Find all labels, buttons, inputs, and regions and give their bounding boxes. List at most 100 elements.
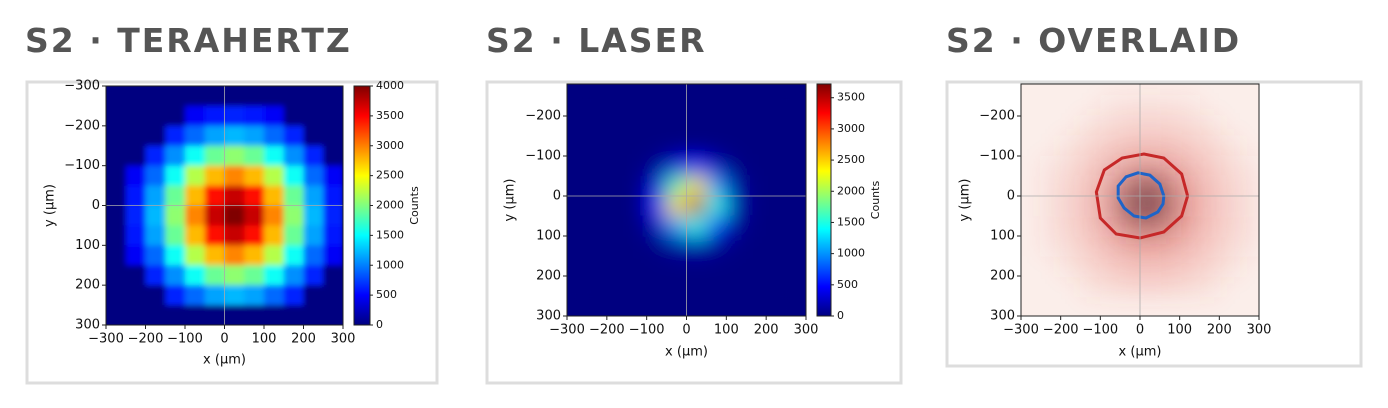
heatmap-cell bbox=[244, 265, 265, 286]
heatmap-cell bbox=[706, 96, 727, 117]
heatmap-cell bbox=[204, 305, 225, 325]
heatmap-cell bbox=[1100, 236, 1121, 257]
colorbar-tick-label: 1500 bbox=[376, 228, 404, 241]
heatmap-cell bbox=[786, 256, 806, 277]
heatmap-cell bbox=[646, 156, 668, 177]
heatmap-cell bbox=[1239, 236, 1259, 257]
heatmap-cell bbox=[606, 296, 628, 316]
heatmap-cell bbox=[586, 256, 608, 277]
heatmap-cell bbox=[1021, 176, 1041, 197]
heatmap-cell bbox=[106, 185, 127, 206]
heatmap-cell bbox=[586, 156, 608, 177]
heatmap-cell bbox=[283, 105, 304, 127]
heatmap-cell bbox=[1120, 136, 1141, 157]
heatmap-cell bbox=[1199, 156, 1220, 177]
heatmap-cell bbox=[125, 185, 146, 206]
heatmap-cell bbox=[1021, 116, 1041, 137]
heatmap-cell bbox=[1160, 256, 1180, 277]
heatmap-cell bbox=[1080, 276, 1101, 297]
colorbar-tick-label: 0 bbox=[376, 318, 383, 331]
heatmap-cell bbox=[706, 236, 727, 257]
heatmap-cell bbox=[1021, 276, 1041, 297]
heatmap-cell bbox=[567, 84, 588, 97]
heatmap-cell bbox=[204, 165, 225, 187]
heatmap-cell bbox=[646, 256, 668, 277]
heatmap-cell bbox=[626, 256, 648, 277]
heatmap-cell bbox=[1199, 196, 1220, 217]
heatmap-cell bbox=[1180, 76, 1200, 97]
heatmap-cell bbox=[1120, 136, 1140, 157]
heatmap-cell bbox=[264, 285, 285, 306]
heatmap-cell bbox=[1040, 196, 1062, 217]
y-tick-label: 300 bbox=[75, 318, 100, 333]
heatmap-cell bbox=[567, 136, 588, 157]
heatmap-cell bbox=[1041, 176, 1061, 197]
x-tick-label: −300 bbox=[549, 323, 585, 338]
colorbar-tick-label: 3000 bbox=[837, 122, 865, 135]
heatmap-cell bbox=[567, 96, 588, 117]
heatmap-cell bbox=[766, 176, 787, 197]
heatmap-cell bbox=[303, 205, 324, 226]
heatmap-cell bbox=[283, 205, 304, 226]
heatmap-cell bbox=[303, 125, 324, 147]
heatmap-cell bbox=[1200, 176, 1220, 197]
heatmap-cell bbox=[1239, 156, 1259, 177]
heatmap-cell bbox=[1140, 276, 1161, 297]
heatmap-cell bbox=[646, 276, 668, 297]
heatmap-cell bbox=[706, 136, 727, 157]
heatmap-cell bbox=[606, 176, 628, 197]
colorbar-tick-label: 2500 bbox=[376, 169, 404, 182]
heatmap-cell bbox=[125, 245, 146, 266]
colorbar-tick-label: 2000 bbox=[376, 199, 404, 212]
heatmap-cell bbox=[1060, 176, 1081, 197]
heatmap-cell bbox=[165, 185, 186, 206]
y-tick-label: −200 bbox=[525, 109, 561, 124]
heatmap-cell bbox=[1199, 176, 1220, 197]
colorbar-tick-label: 0 bbox=[837, 309, 844, 322]
heatmap-cell bbox=[666, 84, 687, 97]
heatmap-cell bbox=[586, 276, 608, 297]
heatmap-cell bbox=[283, 86, 304, 107]
heatmap-cell bbox=[1140, 256, 1161, 277]
x-tick-label: 300 bbox=[794, 323, 819, 338]
heatmap-cell bbox=[165, 145, 186, 167]
heatmap-cell bbox=[204, 86, 225, 107]
heatmap-cell bbox=[1219, 216, 1239, 237]
heatmap-cell bbox=[1100, 236, 1120, 257]
heatmap-cell bbox=[1040, 216, 1062, 237]
heatmap-cell bbox=[185, 125, 206, 147]
heatmap-cell bbox=[586, 96, 608, 117]
heatmap-cell bbox=[1061, 236, 1081, 257]
heatmap-cell bbox=[244, 305, 265, 325]
heatmap-cell bbox=[1120, 196, 1141, 217]
heatmap-cell bbox=[626, 116, 648, 137]
colorbar-tick-label: 500 bbox=[376, 288, 397, 301]
heatmap-cell bbox=[1160, 96, 1180, 117]
heatmap-cell bbox=[646, 84, 668, 97]
heatmap-cell bbox=[686, 176, 707, 197]
heatmap-cell bbox=[1100, 96, 1120, 117]
heatmap-cell bbox=[1081, 216, 1101, 237]
heatmap-cell bbox=[766, 96, 787, 117]
heatmap-cell bbox=[606, 216, 628, 237]
heatmap-cell bbox=[626, 296, 648, 316]
heatmap-cell bbox=[1081, 296, 1101, 317]
y-tick-label: 200 bbox=[75, 278, 100, 293]
heatmap-cell bbox=[1041, 216, 1061, 237]
heatmap-cell bbox=[686, 216, 707, 237]
heatmap-cell bbox=[185, 265, 206, 286]
heatmap-cell bbox=[606, 136, 628, 157]
heatmap-cell bbox=[1041, 256, 1061, 277]
heatmap-cell bbox=[1200, 76, 1220, 97]
heatmap-cell bbox=[666, 216, 687, 237]
heatmap-cell bbox=[1061, 276, 1081, 297]
heatmap-cell bbox=[145, 225, 166, 246]
heatmap-cell bbox=[1219, 256, 1239, 277]
heatmap-cell bbox=[1239, 76, 1259, 97]
heatmap-cell bbox=[1239, 256, 1259, 277]
heatmap-cell bbox=[106, 205, 127, 226]
heatmap-cell bbox=[1140, 256, 1160, 277]
heatmap-cell bbox=[264, 225, 285, 246]
heatmap-cell bbox=[1061, 216, 1081, 237]
heatmap-cell bbox=[1179, 116, 1200, 137]
